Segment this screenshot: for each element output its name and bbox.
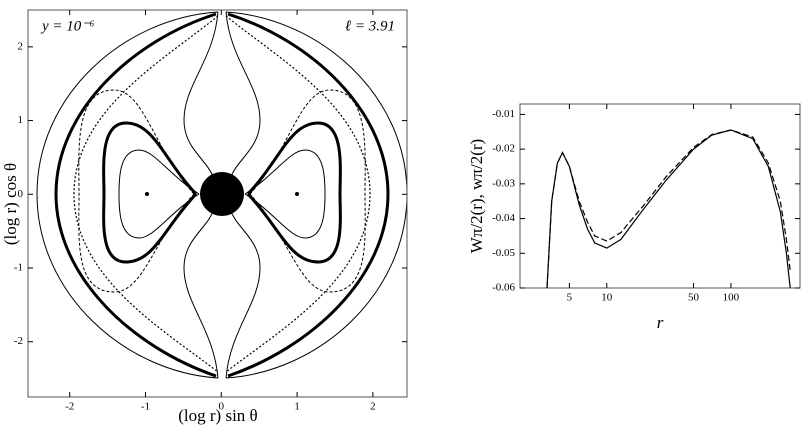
x-tick-label: 100 [723, 292, 740, 304]
x-axis-label: r [657, 313, 664, 332]
x-axis-label: (log r) sin θ [178, 406, 257, 425]
y-tick-label: -2 [14, 335, 23, 347]
line [546, 129, 791, 289]
y-tick-label: -0.01 [492, 108, 515, 120]
x-tick-label: 50 [688, 292, 700, 304]
contour-right [224, 10, 409, 380]
line [546, 129, 791, 289]
x-tick-label: 5 [567, 292, 573, 304]
y-tick-label: -0.02 [492, 143, 515, 155]
y-tick-label: -0.04 [492, 212, 515, 224]
y-tick-label: 0 [18, 188, 24, 200]
y-tick-label: 2 [18, 40, 24, 52]
x-tick-label: -2 [65, 401, 74, 413]
y-tick-label: 1 [18, 114, 24, 126]
y-axis-label: (log r) cos θ [1, 163, 20, 245]
annotation: ℓ = 3.91 [345, 18, 395, 34]
y-tick-label: -0.03 [492, 177, 515, 189]
annotation: y = 10⁻⁶ [40, 18, 94, 34]
y-tick-label: -0.06 [492, 282, 515, 294]
horizon [200, 172, 244, 216]
x-tick-label: -1 [141, 401, 150, 413]
frame [519, 103, 801, 289]
contour-left [35, 10, 220, 380]
x-tick-label: 10 [601, 292, 613, 304]
x-tick-label: 0 [219, 401, 225, 413]
frame [27, 9, 408, 398]
y-axis-label: Wπ/2(r), wπ/2(r) [467, 139, 486, 253]
x-tick-label: 2 [370, 401, 376, 413]
x-tick-label: 1 [294, 401, 300, 413]
y-tick-label: -1 [14, 262, 23, 274]
y-tick-label: -0.05 [492, 247, 515, 259]
